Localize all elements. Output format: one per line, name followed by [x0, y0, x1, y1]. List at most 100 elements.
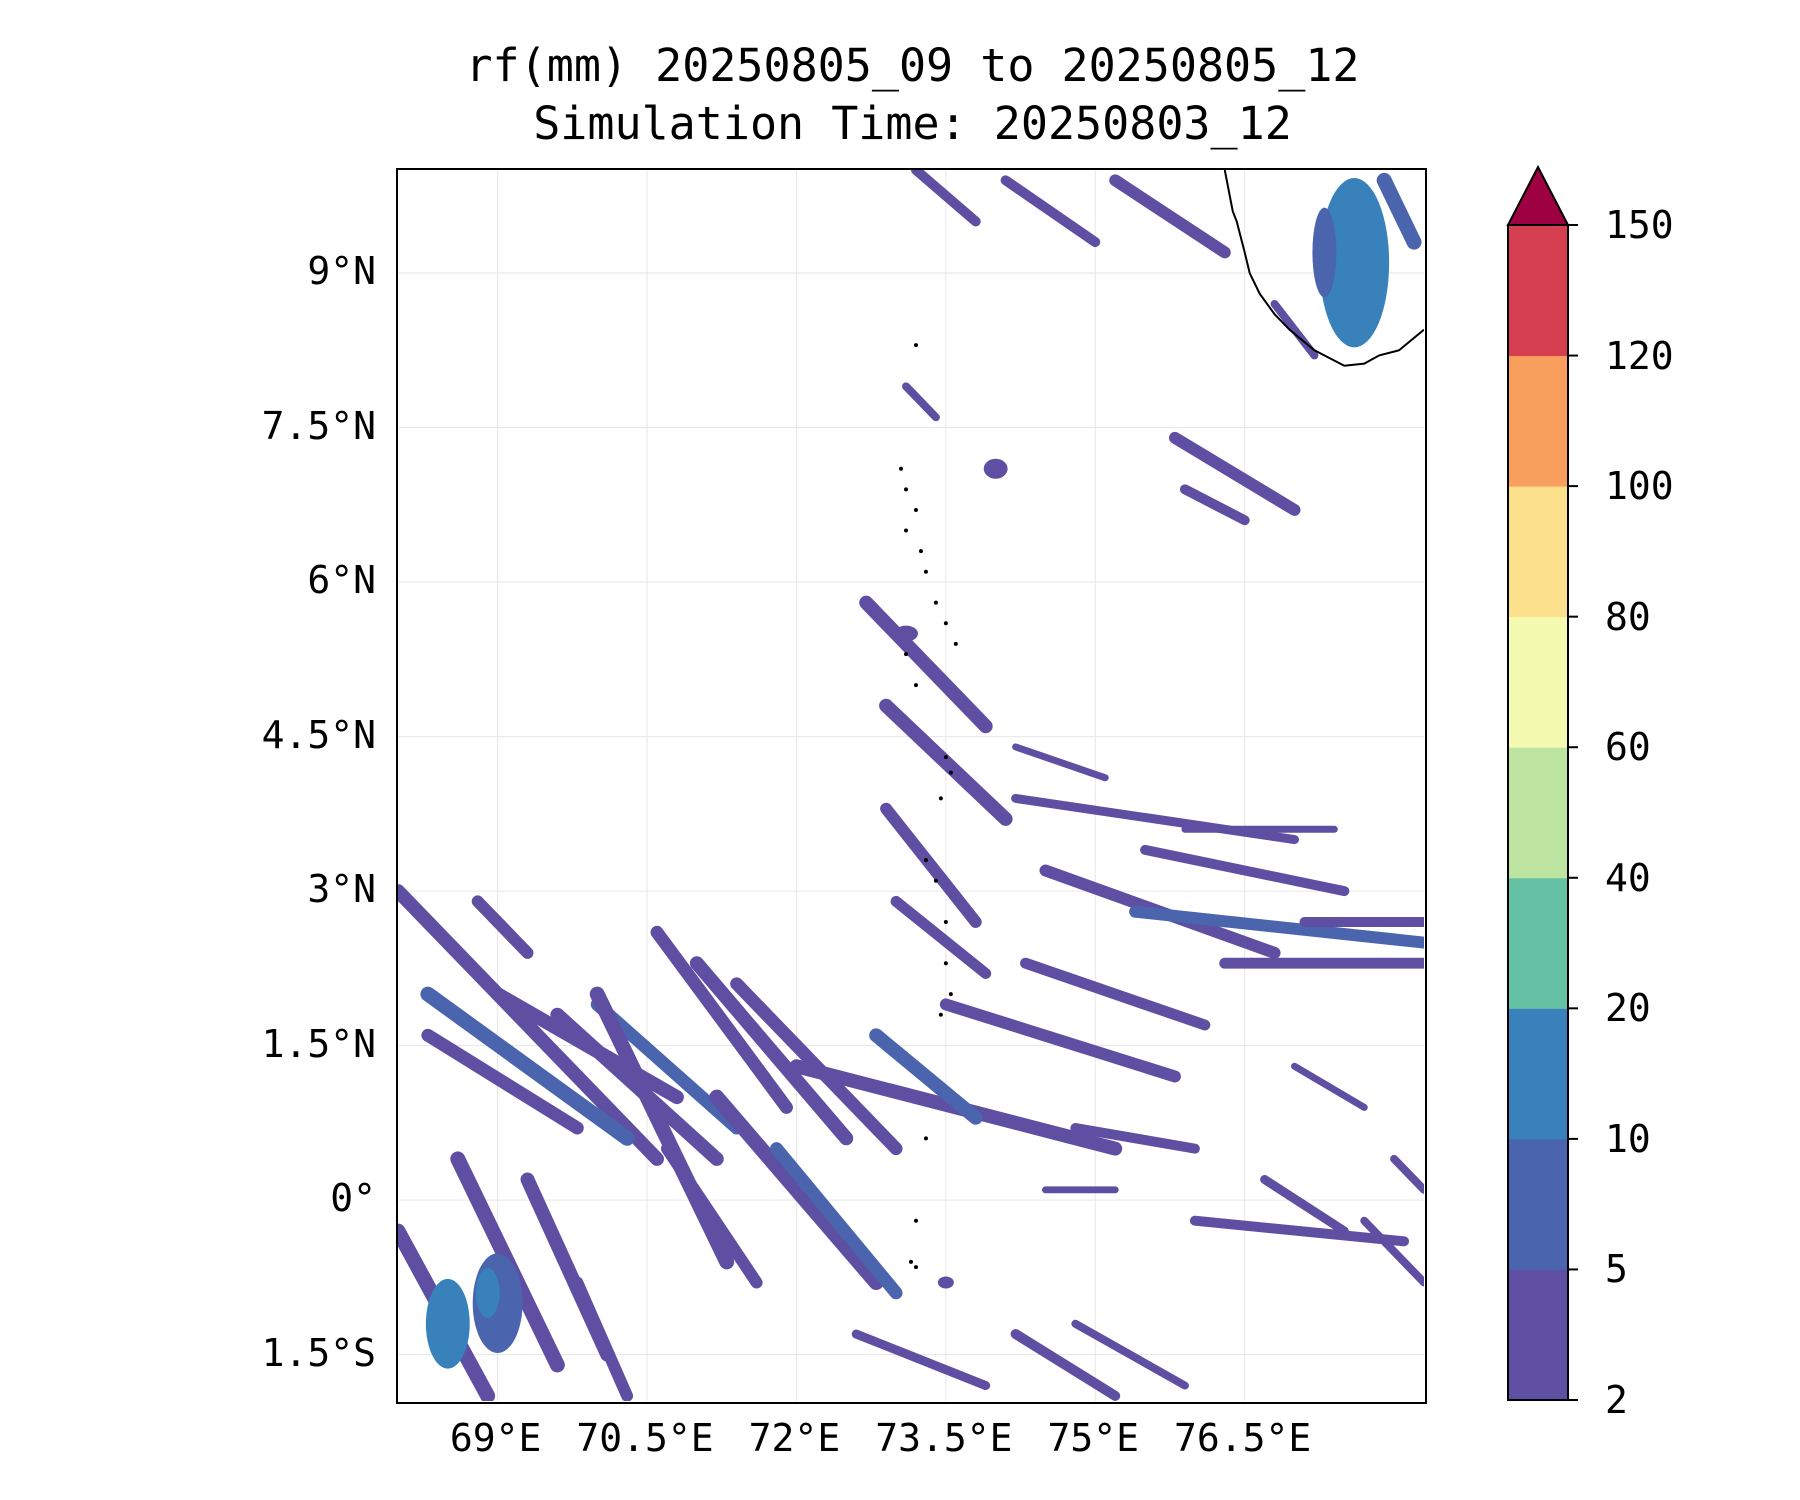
island-dot [943, 919, 948, 924]
island-dot [913, 1218, 918, 1223]
colorbar-segment [1508, 1269, 1568, 1401]
rainfall-patch [425, 1278, 470, 1369]
island-dot [909, 1259, 913, 1264]
rainfall-band [1070, 1123, 1200, 1154]
latitude-tick-label: 4.5°N [261, 712, 376, 757]
colorbar-tick-label: 2 [1605, 1378, 1628, 1422]
rainfall-band [1376, 172, 1422, 250]
rainfall-band [1071, 1319, 1189, 1390]
rainfall-band [1189, 1215, 1410, 1247]
rainfall-band [939, 998, 1181, 1083]
colorbar-tick-label: 120 [1605, 333, 1674, 378]
rainfall-band [880, 802, 982, 928]
rainfall-patch [983, 458, 1008, 479]
coastline [1223, 170, 1424, 367]
rainfall-band [421, 1028, 584, 1135]
rainfall-band [1020, 957, 1211, 1031]
colorbar-segment [1508, 486, 1568, 618]
map-plot-area [398, 170, 1424, 1401]
island-dot [953, 641, 958, 646]
map-subtitle: Simulation Time: 20250803_12 [533, 97, 1292, 150]
latitude-tick-label: 1.5°N [261, 1021, 376, 1066]
island-dot [943, 755, 948, 760]
longitude-tick-label: 69°E [449, 1416, 542, 1460]
rainfall-band [398, 884, 664, 1166]
map-title: rf(mm) 20250805_09 to 20250805_12 [465, 39, 1360, 92]
colorbar-segment [1508, 1008, 1568, 1140]
colorbar-segment [1508, 1138, 1568, 1270]
island-dot [904, 528, 909, 533]
island-dot [948, 992, 953, 997]
rainfall-patch [1319, 178, 1390, 348]
island-dot [933, 878, 938, 883]
colorbar-tick-label: 20 [1605, 986, 1651, 1031]
island-dot [904, 652, 909, 657]
longitude-tick-label: 75°E [1047, 1416, 1140, 1460]
latitude-tick-label: 6°N [307, 558, 376, 603]
rainfall-band [770, 1142, 903, 1300]
colorbar-segment [1508, 355, 1568, 487]
island-dot [933, 600, 938, 605]
latitude-tick-label: 3°N [307, 867, 376, 912]
rainfall-band [420, 986, 635, 1146]
island-dot [904, 487, 909, 492]
rainfall-band [1129, 905, 1424, 949]
colorbar-tick-label: 40 [1605, 855, 1651, 900]
rainfall-band [471, 895, 534, 959]
map-panel [396, 168, 1427, 1404]
rainfall-band [902, 382, 940, 422]
island-dot [923, 569, 928, 574]
latitude-tick-label: 1.5°S [261, 1330, 376, 1375]
colorbar-segment [1508, 747, 1568, 879]
rainfall-band [1179, 484, 1250, 526]
island-dot [899, 466, 904, 471]
island-dot [938, 796, 943, 801]
latitude-tick-label: 9°N [307, 249, 376, 293]
rainfall-band [590, 997, 744, 1135]
colorbar-tick-label: 80 [1605, 594, 1651, 639]
colorbar-segment [1508, 225, 1568, 357]
rainfall-band [1109, 174, 1231, 259]
rainfall-band [660, 1142, 763, 1289]
rainfall-band [571, 1276, 634, 1401]
colorbar [1506, 164, 1578, 1401]
rainfall-band [1011, 793, 1299, 845]
island-dot [923, 858, 928, 863]
rainfall-band [1390, 1154, 1424, 1194]
rainfall-band [1260, 1175, 1349, 1236]
colorbar-tick-label: 100 [1605, 464, 1674, 509]
rainfall-patch [937, 1276, 954, 1289]
longitude-tick-label: 73.5°E [875, 1416, 1013, 1460]
colorbar-segment [1508, 877, 1568, 1009]
rainfall-band [1140, 844, 1350, 897]
longitude-tick-label: 72°E [748, 1416, 841, 1460]
island-dot [918, 549, 923, 554]
rainfall-band [1000, 175, 1101, 248]
rainfall-band [851, 1329, 991, 1391]
island-dot [913, 1265, 918, 1270]
rainfall-band [1168, 431, 1301, 516]
island-dot [938, 1012, 943, 1017]
island-dot [913, 683, 918, 688]
rainfall-band [859, 595, 993, 734]
longitude-tick-label: 70.5°E [576, 1416, 714, 1460]
rainfall-band [1270, 299, 1319, 360]
rainfall-band [911, 170, 981, 227]
latitude-tick-label: 7.5°N [261, 403, 376, 448]
colorbar-tick-label: 5 [1605, 1247, 1628, 1292]
rainfall-band [1291, 1062, 1368, 1111]
rainfall-patch [1312, 207, 1337, 298]
island-dot [943, 961, 948, 966]
colorbar-segment [1508, 616, 1568, 748]
island-dot [943, 621, 948, 626]
island-dot [913, 343, 918, 348]
colorbar-tick-label: 60 [1605, 725, 1651, 770]
colorbar-frame [1507, 224, 1569, 1401]
rainfall-band [650, 925, 793, 1114]
rainfall-patch [475, 1267, 500, 1318]
colorbar-tick-label: 150 [1605, 203, 1674, 247]
rainfall-band [689, 956, 854, 1146]
rainfall-band [589, 986, 735, 1270]
rainfall-band [1010, 1329, 1121, 1401]
island-dot [948, 770, 953, 775]
